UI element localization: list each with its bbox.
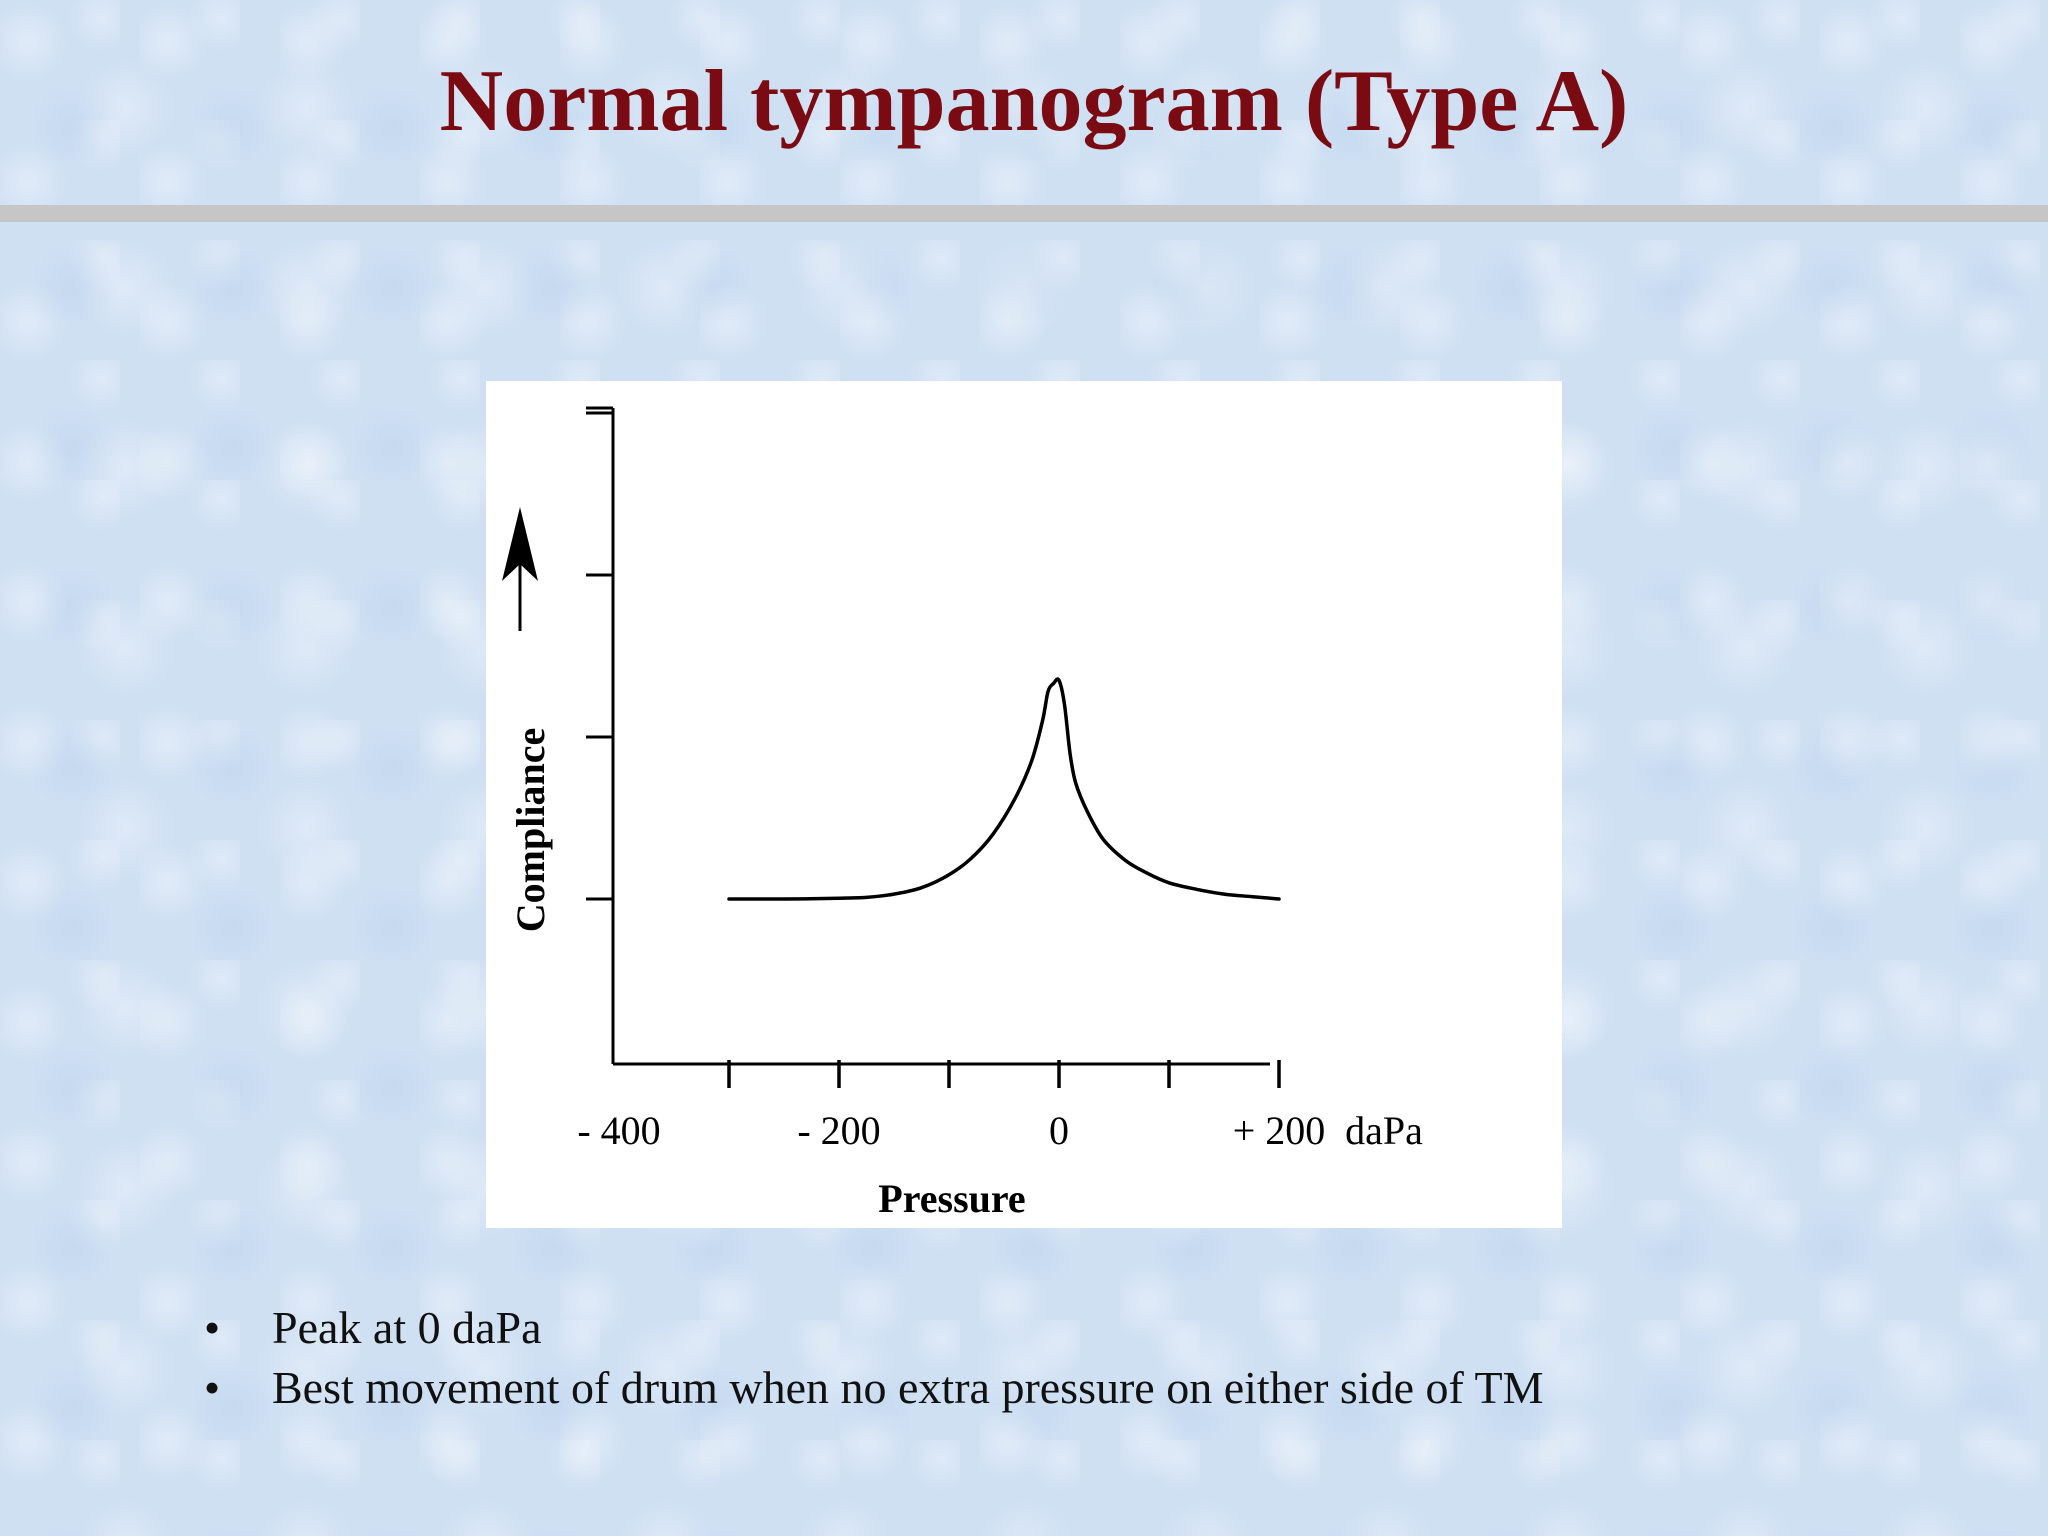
bullet-list: • Peak at 0 daPa • Best movement of drum w… — [200, 1298, 1544, 1418]
title-divider — [0, 205, 2048, 222]
compliance-curve — [727, 677, 1281, 901]
x-tick-label: + 200 — [1233, 1108, 1326, 1153]
bullet-text: Best movement of drum when no extra pres… — [272, 1362, 1544, 1413]
bullet-text: Peak at 0 daPa — [272, 1302, 542, 1353]
x-tick-label: - 200 — [797, 1108, 880, 1153]
x-tick-label: 0 — [1049, 1108, 1069, 1153]
bullet-item: • Peak at 0 daPa — [200, 1298, 1544, 1358]
chart-canvas: - 400 - 200 0 + 200 daPa Pressure Compliance — [502, 406, 1423, 1221]
bullet-item: • Best movement of drum when no extra pre… — [200, 1358, 1544, 1418]
bullet-dot: • — [204, 1362, 221, 1413]
x-axis-label: Pressure — [878, 1176, 1025, 1221]
y-arrow-head — [502, 507, 538, 581]
bullet-dot: • — [204, 1302, 221, 1353]
x-tick-label: - 400 — [577, 1108, 660, 1153]
y-axis-label: Compliance — [508, 728, 553, 932]
slide-title: Normal tympanogram (Type A) — [439, 53, 1629, 150]
tympanogram-chart: - 400 - 200 0 + 200 daPa Pressure Compliance — [486, 381, 1562, 1228]
x-unit-label: daPa — [1345, 1108, 1423, 1153]
